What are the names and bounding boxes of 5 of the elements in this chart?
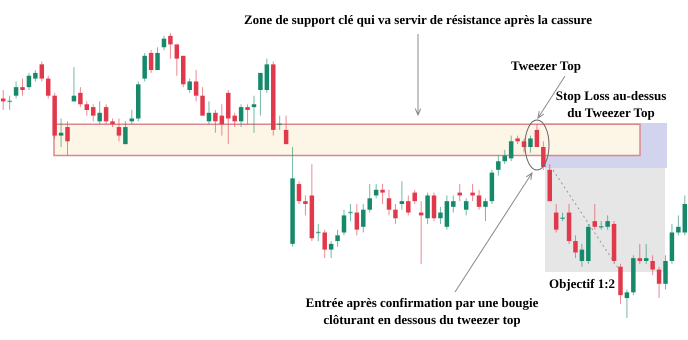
annotation: Objectif 1:2 (548, 276, 616, 291)
text: Zone de support clé qui va servir de résistance après la cassure (244, 12, 592, 27)
annotation: Entrée après confirmation par une bougie clôturant en dessous du tweezer top (306, 295, 539, 327)
annotation: Tweezer Top (511, 58, 581, 73)
annotation: Stop Loss au-dessus du Tweezer Top (556, 88, 666, 120)
